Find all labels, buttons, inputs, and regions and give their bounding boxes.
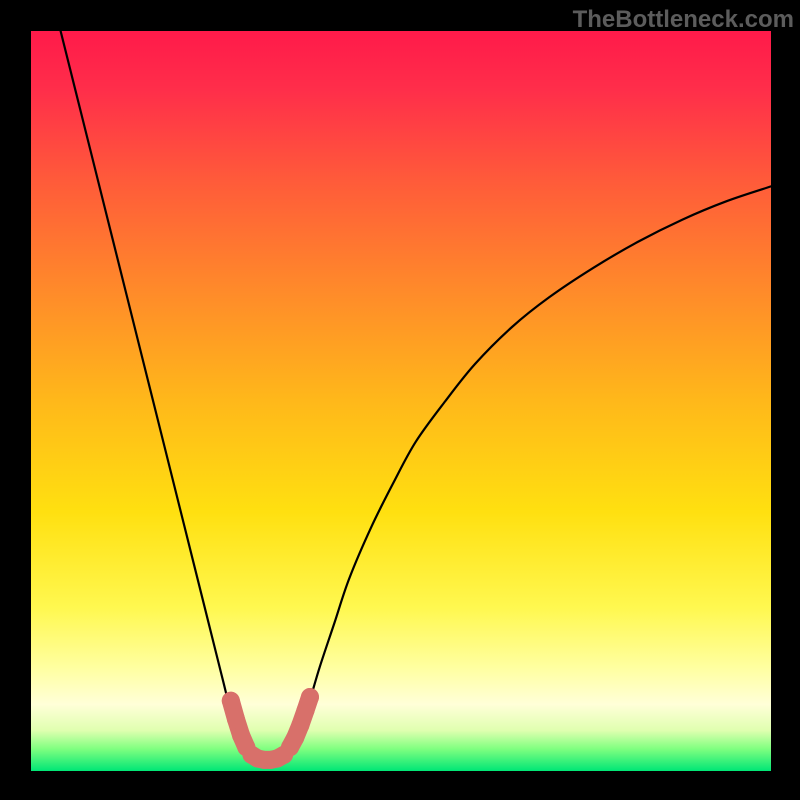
plot-area xyxy=(31,31,771,771)
watermark-text: TheBottleneck.com xyxy=(573,6,794,34)
chart-container: TheBottleneck.com xyxy=(0,0,800,800)
